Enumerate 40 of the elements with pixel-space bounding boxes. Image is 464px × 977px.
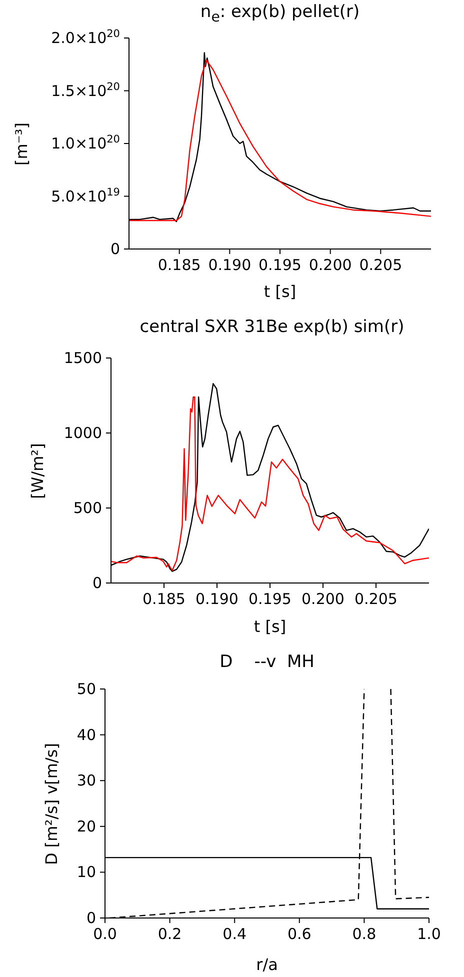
y-tick-label: 5.0×10$^{19}$ (51, 186, 120, 206)
chart-title: D --v MH (218, 652, 316, 672)
x-tick-label: 0.185 (158, 256, 201, 274)
x-tick-label: 0.205 (359, 256, 402, 274)
y-tick-label: 500 (73, 499, 102, 517)
x-axis-title: r/a (255, 955, 279, 974)
x-tick-label: 0.200 (308, 256, 352, 274)
y-tick-label: 1.5×10$^{20}$ (51, 80, 120, 100)
y-axis-title: D [m²/s] v[m/s] (42, 742, 62, 866)
x-tick-label: 0.4 (222, 925, 247, 943)
x-tick-label: 0.205 (354, 590, 398, 608)
x-tick-label: 0.0 (93, 925, 117, 943)
y-tick-label: 0 (92, 574, 102, 592)
chart-title: n$_{e}$: exp(b) pellet(r) (199, 2, 361, 26)
x-tick-label: 0.2 (158, 925, 182, 943)
x-tick-label: 0.6 (287, 925, 312, 943)
y-tick-label: 1.0×10$^{20}$ (51, 134, 120, 152)
x-tick-label: 0.200 (302, 590, 344, 608)
y-tick-label: 0 (86, 909, 96, 927)
x-tick-label: 0.190 (196, 590, 238, 608)
x-tick-label: 0.190 (208, 256, 252, 274)
x-axis-title: t [s] (262, 282, 298, 301)
x-tick-label: 0.195 (258, 256, 302, 274)
y-tick-label: 0 (110, 240, 120, 258)
y-tick-label: 2.0×10$^{20}$ (51, 28, 120, 47)
y-axis-title: [m⁻³] (12, 121, 32, 167)
y-tick-label: 30 (76, 772, 96, 790)
x-axis-title: t [s] (252, 617, 288, 636)
x-tick-label: 0.8 (352, 925, 376, 943)
y-tick-label: 1000 (64, 424, 102, 442)
y-tick-label: 1500 (64, 349, 102, 367)
y-tick-label: 20 (76, 817, 96, 836)
y-tick-label: 50 (76, 680, 96, 698)
y-tick-label: 40 (76, 726, 96, 744)
x-tick-label: 0.195 (248, 590, 292, 608)
x-tick-label: 1.0 (417, 925, 441, 943)
x-tick-label: 0.185 (142, 590, 186, 608)
y-axis-title: [W/m²] (28, 442, 48, 500)
chart-title: central SXR 31Be exp(b) sim(r) (138, 317, 406, 337)
y-tick-label: 10 (76, 863, 96, 882)
